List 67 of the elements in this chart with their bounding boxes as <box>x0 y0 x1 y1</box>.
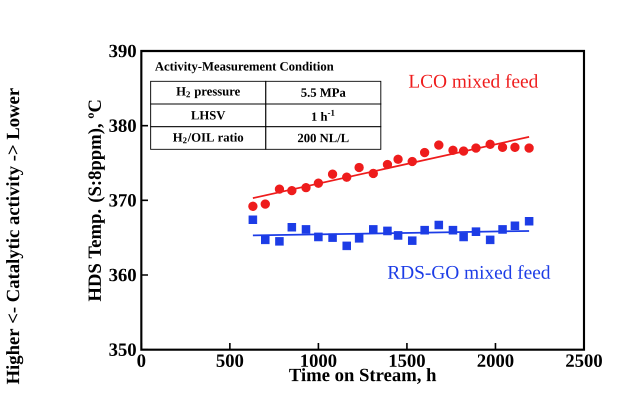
series-label: RDS-GO mixed feed <box>388 265 550 279</box>
annotation: 5.5 MPa <box>301 88 346 97</box>
point <box>458 146 468 156</box>
x-tick-label: 500 <box>216 354 244 367</box>
point <box>302 225 310 234</box>
point <box>434 140 444 150</box>
annotation: Activity-Measurement Condition <box>155 62 334 74</box>
annotation: LHSV <box>191 111 226 120</box>
point <box>301 182 311 192</box>
point <box>328 170 338 179</box>
point <box>342 242 351 250</box>
point <box>260 199 270 209</box>
point <box>448 146 458 155</box>
point <box>420 148 430 158</box>
point <box>261 236 270 244</box>
point <box>510 142 520 152</box>
point <box>524 216 534 226</box>
x-tick-label: 1500 <box>390 354 425 367</box>
point <box>275 237 284 246</box>
x-tick-label: 2500 <box>566 354 602 367</box>
annotation: 1 h$^{-1}$ <box>312 110 334 121</box>
point <box>274 184 284 194</box>
annotation: H$_{2}$ pressure <box>176 87 240 98</box>
point <box>485 140 495 150</box>
point <box>408 156 417 166</box>
point <box>288 222 296 232</box>
point <box>471 143 481 153</box>
point <box>287 186 297 196</box>
text: Higher <- Catalytic activity -> Lower <box>6 88 24 384</box>
point <box>486 236 494 244</box>
point <box>498 225 507 234</box>
point <box>420 226 429 234</box>
point <box>383 226 392 236</box>
point <box>498 142 508 152</box>
y-tick-label: 350 <box>109 343 136 356</box>
point <box>342 172 352 182</box>
point <box>248 202 258 211</box>
point <box>524 143 534 153</box>
point <box>314 232 323 242</box>
x-tick-label: 1000 <box>301 354 336 367</box>
y-tick-label: 370 <box>109 194 136 207</box>
text: LCO mixed feed <box>408 74 538 88</box>
y-tick-label: 390 <box>109 44 136 58</box>
x-tick-label: 2000 <box>478 354 514 367</box>
point <box>510 221 520 230</box>
point <box>314 178 324 188</box>
point <box>354 162 364 172</box>
point <box>369 225 378 234</box>
y-tick-label: 380 <box>109 119 136 132</box>
x-tick-label: 0 <box>137 354 146 367</box>
point <box>394 231 402 240</box>
point <box>434 220 444 230</box>
point <box>382 160 392 170</box>
y-tick-label: 360 <box>109 268 136 282</box>
y-axis-title: HDS Temp. (S:8ppm), ºC <box>88 100 105 302</box>
point <box>368 168 378 178</box>
annotation: 200 NL/L <box>298 134 349 142</box>
point <box>354 234 364 243</box>
x-axis-title: Time on Stream, h <box>289 368 436 384</box>
point <box>393 154 403 164</box>
point <box>408 236 417 245</box>
annotation: H$_{2}$/OIL ratio <box>172 132 244 144</box>
point <box>328 233 337 242</box>
point <box>448 226 458 234</box>
point <box>459 232 468 242</box>
point <box>248 215 258 224</box>
point <box>472 227 480 236</box>
